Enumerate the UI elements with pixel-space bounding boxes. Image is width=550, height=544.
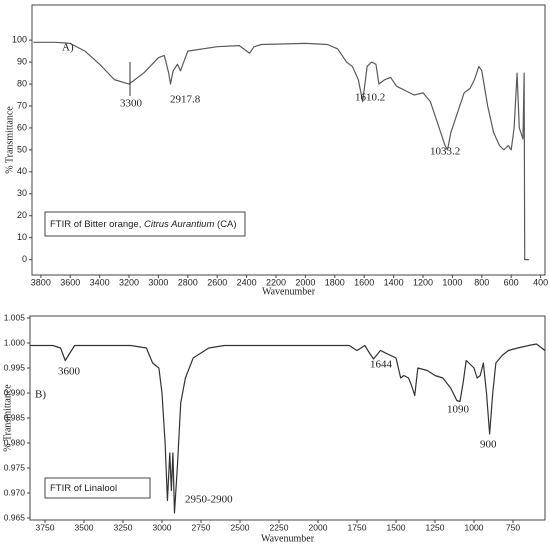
x-tick-label: 1750: [348, 522, 367, 532]
x-tick-label: 1000: [442, 277, 462, 287]
y-tick-label: 70: [17, 100, 27, 110]
legend-box: [44, 477, 151, 499]
x-tick-label: 2400: [237, 277, 257, 287]
x-axis-title: Wavenumber: [261, 533, 315, 544]
annotation: A): [62, 42, 74, 54]
y-tick-label: 90: [17, 56, 27, 66]
y-tick-label: 20: [17, 210, 27, 220]
y-tick-label: 100: [12, 34, 27, 44]
annotation: 2950-2900: [185, 494, 233, 506]
y-tick-label: 30: [17, 188, 27, 198]
x-tick-label: 3000: [148, 277, 168, 287]
legend-box: [44, 211, 246, 237]
y-axis-title: % Transmittance: [2, 384, 13, 452]
y-tick-label: 50: [17, 144, 27, 154]
annotation: 3300: [120, 98, 143, 110]
y-tick-label: 0.995: [4, 362, 26, 372]
x-tick-label: 800: [474, 277, 489, 287]
y-tick-label: 1.000: [4, 337, 26, 347]
legend-text-part: (CA): [214, 219, 236, 230]
x-tick-label: 1800: [325, 277, 345, 287]
annotation: B): [35, 389, 46, 401]
x-tick-label: 2800: [178, 277, 198, 287]
spectrum-line: [30, 343, 546, 514]
y-tick-label: 10: [17, 232, 27, 242]
x-axis-title: Wavenumber: [262, 286, 316, 297]
x-tick-label: 2200: [266, 277, 286, 287]
annotation: 1033.2: [430, 146, 460, 158]
y-tick-label: 0.980: [4, 437, 26, 447]
x-tick-label: 1250: [426, 522, 445, 532]
x-tick-label: 3750: [36, 522, 55, 532]
annotation: 900: [480, 439, 497, 451]
x-tick-label: 2600: [207, 277, 227, 287]
x-tick-label: 3400: [90, 277, 110, 287]
x-tick-label: 750: [506, 522, 520, 532]
x-tick-label: 1200: [413, 277, 433, 287]
x-tick-label: 3600: [60, 277, 80, 287]
annotation: 3600: [58, 366, 81, 378]
x-tick-label: 3250: [114, 522, 133, 532]
x-tick-label: 3500: [75, 522, 94, 532]
spectrum-line: [33, 41, 529, 261]
legend-text-part: Citrus Aurantium: [144, 219, 214, 230]
x-tick-label: 3000: [153, 522, 172, 532]
annotation: 1644: [370, 359, 393, 371]
annotation: 1090: [447, 404, 470, 416]
x-tick-label: 3800: [31, 277, 51, 287]
y-tick-label: 1.005: [4, 312, 26, 322]
y-tick-label: 80: [17, 78, 27, 88]
x-tick-label: 3200: [119, 277, 139, 287]
legend-text: FTIR of Bitter orange, Citrus Aurantium …: [50, 219, 237, 230]
x-tick-label: 2500: [231, 522, 250, 532]
plot-frame: [31, 4, 546, 276]
x-tick-label: 600: [504, 277, 519, 287]
x-tick-label: 1500: [387, 522, 406, 532]
annotation: 2917.8: [170, 94, 201, 106]
x-tick-label: 2000: [309, 522, 328, 532]
y-tick-label: 0.965: [4, 512, 26, 522]
y-tick-label: 40: [17, 166, 27, 176]
legend-text: FTIR of Linalool: [50, 483, 117, 494]
y-tick-label: 0: [22, 254, 27, 264]
y-tick-label: 0.975: [4, 462, 26, 472]
y-tick-label: 0.985: [4, 412, 26, 422]
annotation: 1610.2: [355, 92, 385, 104]
x-tick-label: 1600: [354, 277, 374, 287]
x-tick-label: 400: [533, 277, 548, 287]
x-tick-label: 2250: [270, 522, 289, 532]
x-tick-label: 1000: [465, 522, 484, 532]
y-tick-label: 0.970: [4, 487, 26, 497]
x-tick-label: 2750: [192, 522, 211, 532]
x-tick-label: 2000: [295, 277, 315, 287]
x-tick-label: 1400: [384, 277, 404, 287]
y-tick-label: 60: [17, 122, 27, 132]
y-axis-title: % Transmittance: [4, 106, 15, 174]
y-tick-label: 0.990: [4, 387, 26, 397]
legend-text-part: FTIR of Bitter orange,: [50, 219, 144, 230]
legend-text-part: FTIR of Linalool: [50, 483, 117, 494]
